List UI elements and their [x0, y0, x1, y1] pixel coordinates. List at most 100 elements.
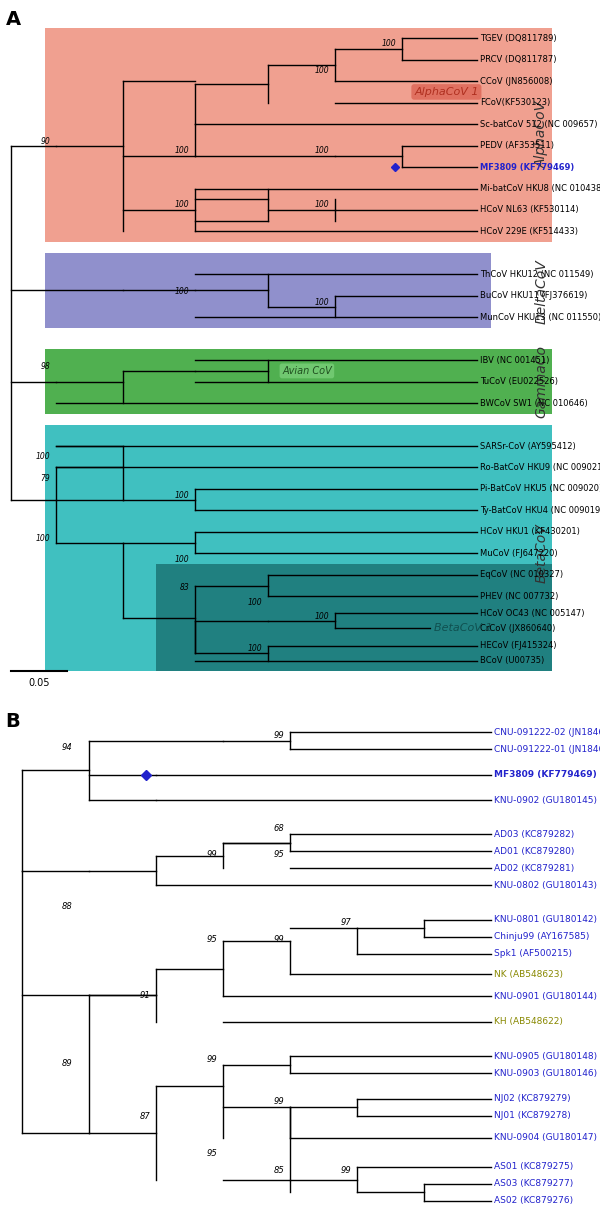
- Text: KNU-0902 (GU180145): KNU-0902 (GU180145): [494, 795, 597, 805]
- Text: HCoV HKU1 (KF430201): HCoV HKU1 (KF430201): [480, 527, 580, 536]
- Text: PHEV (NC 007732): PHEV (NC 007732): [480, 592, 558, 600]
- Text: AlphaCoV 1: AlphaCoV 1: [414, 86, 479, 97]
- Text: B: B: [5, 711, 20, 731]
- Text: Pi-BatCoV HKU5 (NC 009020): Pi-BatCoV HKU5 (NC 009020): [480, 485, 600, 493]
- Text: TGEV (DQ811789): TGEV (DQ811789): [480, 34, 557, 43]
- Text: Spk1 (AF500215): Spk1 (AF500215): [494, 949, 572, 959]
- Text: BWCoV SW1 (NC 010646): BWCoV SW1 (NC 010646): [480, 398, 587, 408]
- Text: PRCV (DQ811787): PRCV (DQ811787): [480, 55, 556, 65]
- Text: 79: 79: [40, 474, 50, 482]
- Text: IBV (NC 001451): IBV (NC 001451): [480, 356, 549, 364]
- Text: 87: 87: [140, 1112, 151, 1121]
- Bar: [112, 350, 402, 392]
- Text: DeltaCoV: DeltaCoV: [534, 259, 548, 324]
- Text: 95: 95: [207, 935, 218, 944]
- Text: CrCoV (JX860640): CrCoV (JX860640): [480, 624, 555, 633]
- Text: KNU-0802 (GU180143): KNU-0802 (GU180143): [494, 881, 597, 890]
- Text: 100: 100: [175, 555, 190, 564]
- Text: 100: 100: [175, 200, 190, 209]
- Text: BCoV (U00735): BCoV (U00735): [480, 657, 544, 665]
- Text: GammaCo: GammaCo: [534, 345, 548, 418]
- Text: 100: 100: [248, 598, 262, 607]
- Text: 98: 98: [40, 362, 50, 371]
- Text: 100: 100: [175, 286, 190, 296]
- Text: HCoV OC43 (NC 005147): HCoV OC43 (NC 005147): [480, 609, 584, 618]
- Text: Chinju99 (AY167585): Chinju99 (AY167585): [494, 932, 589, 942]
- Text: 99: 99: [207, 850, 218, 859]
- Text: 0.05: 0.05: [28, 677, 50, 688]
- Text: Ty-BatCoV HKU4 (NC 009019): Ty-BatCoV HKU4 (NC 009019): [480, 505, 600, 515]
- Text: 100: 100: [314, 611, 329, 621]
- Text: 95: 95: [207, 1150, 218, 1158]
- Text: Ro-BatCoV HKU9 (NC 009021): Ro-BatCoV HKU9 (NC 009021): [480, 463, 600, 473]
- Bar: [112, 28, 553, 178]
- Text: SARSr-CoV (AY595412): SARSr-CoV (AY595412): [480, 441, 575, 451]
- Text: AlphaCoV: AlphaCoV: [534, 101, 548, 168]
- Text: 89: 89: [62, 1058, 73, 1068]
- Text: 68: 68: [274, 825, 284, 833]
- Text: Sc-batCoV 512 (NC 009657): Sc-batCoV 512 (NC 009657): [480, 119, 598, 129]
- Text: NK (AB548623): NK (AB548623): [494, 970, 563, 978]
- Text: AD02 (KC879281): AD02 (KC879281): [494, 864, 574, 873]
- Text: 100: 100: [314, 66, 329, 74]
- Text: 100: 100: [314, 297, 329, 307]
- Text: 100: 100: [314, 200, 329, 209]
- Text: BuCoV HKU11 (FJ376619): BuCoV HKU11 (FJ376619): [480, 291, 587, 301]
- Text: 100: 100: [382, 39, 396, 48]
- Text: TuCoV (EU022526): TuCoV (EU022526): [480, 378, 558, 386]
- Text: Avian CoV: Avian CoV: [282, 365, 332, 376]
- Text: HECoV (FJ415324): HECoV (FJ415324): [480, 641, 556, 650]
- Text: 100: 100: [175, 146, 190, 155]
- Bar: [44, 253, 491, 328]
- Text: HCoV NL63 (KF530114): HCoV NL63 (KF530114): [480, 206, 578, 214]
- Text: KNU-0905 (GU180148): KNU-0905 (GU180148): [494, 1051, 597, 1061]
- Text: 100: 100: [314, 146, 329, 155]
- Text: PEDV (AF353511): PEDV (AF353511): [480, 141, 554, 150]
- Text: KNU-0904 (GU180147): KNU-0904 (GU180147): [494, 1134, 597, 1142]
- Text: AD01 (KC879280): AD01 (KC879280): [494, 847, 574, 856]
- Text: MF3809 (KF779469): MF3809 (KF779469): [494, 770, 596, 780]
- Text: ThCoV HKU12 (NC 011549): ThCoV HKU12 (NC 011549): [480, 270, 593, 279]
- Text: AS01 (KC879275): AS01 (KC879275): [494, 1162, 573, 1172]
- Text: EqCoV (NC 010327): EqCoV (NC 010327): [480, 570, 563, 580]
- Text: MF3809 (KF779469): MF3809 (KF779469): [480, 162, 574, 172]
- Text: AS03 (KC879277): AS03 (KC879277): [494, 1179, 573, 1189]
- Text: MuCoV (FJ647220): MuCoV (FJ647220): [480, 549, 557, 558]
- Text: CNU-091222-02 (JN184635): CNU-091222-02 (JN184635): [494, 727, 600, 737]
- Text: 94: 94: [62, 743, 73, 753]
- Text: A: A: [5, 11, 21, 29]
- Text: 99: 99: [207, 1055, 218, 1063]
- Text: FCoV(KF530123): FCoV(KF530123): [480, 99, 550, 107]
- Text: 100: 100: [35, 533, 50, 542]
- Text: 100: 100: [248, 644, 262, 653]
- Text: AS02 (KC879276): AS02 (KC879276): [494, 1196, 573, 1206]
- Text: 88: 88: [62, 903, 73, 911]
- Text: KNU-0801 (GU180142): KNU-0801 (GU180142): [494, 915, 597, 924]
- Text: CCoV (JN856008): CCoV (JN856008): [480, 77, 553, 85]
- Bar: [156, 564, 553, 671]
- Text: 91: 91: [140, 990, 151, 1000]
- Text: 100: 100: [35, 452, 50, 462]
- Text: 85: 85: [274, 1167, 284, 1175]
- Text: 83: 83: [180, 583, 190, 592]
- Text: Mi-batCoV HKU8 (NC 010438): Mi-batCoV HKU8 (NC 010438): [480, 184, 600, 192]
- Text: HCoV 229E (KF514433): HCoV 229E (KF514433): [480, 227, 578, 236]
- Text: BetaCoV: BetaCoV: [534, 524, 548, 583]
- Text: CNU-091222-01 (JN184634): CNU-091222-01 (JN184634): [494, 744, 600, 754]
- Text: 100: 100: [175, 491, 190, 499]
- Bar: [44, 425, 553, 671]
- Text: BetaCoV 1: BetaCoV 1: [434, 624, 493, 633]
- Text: 99: 99: [274, 731, 284, 739]
- Text: 97: 97: [341, 918, 352, 927]
- Text: NJ01 (KC879278): NJ01 (KC879278): [494, 1111, 571, 1121]
- Text: 99: 99: [341, 1167, 352, 1175]
- Text: MunCoV HKU13 (NC 011550): MunCoV HKU13 (NC 011550): [480, 313, 600, 322]
- Text: 90: 90: [40, 136, 50, 146]
- Text: NJ02 (KC879279): NJ02 (KC879279): [494, 1094, 571, 1104]
- Text: AD03 (KC879282): AD03 (KC879282): [494, 829, 574, 839]
- Text: 95: 95: [274, 850, 284, 859]
- Text: KH (AB548622): KH (AB548622): [494, 1017, 563, 1027]
- Text: 99: 99: [274, 1097, 284, 1106]
- Text: KNU-0903 (GU180146): KNU-0903 (GU180146): [494, 1068, 597, 1078]
- Bar: [44, 350, 553, 414]
